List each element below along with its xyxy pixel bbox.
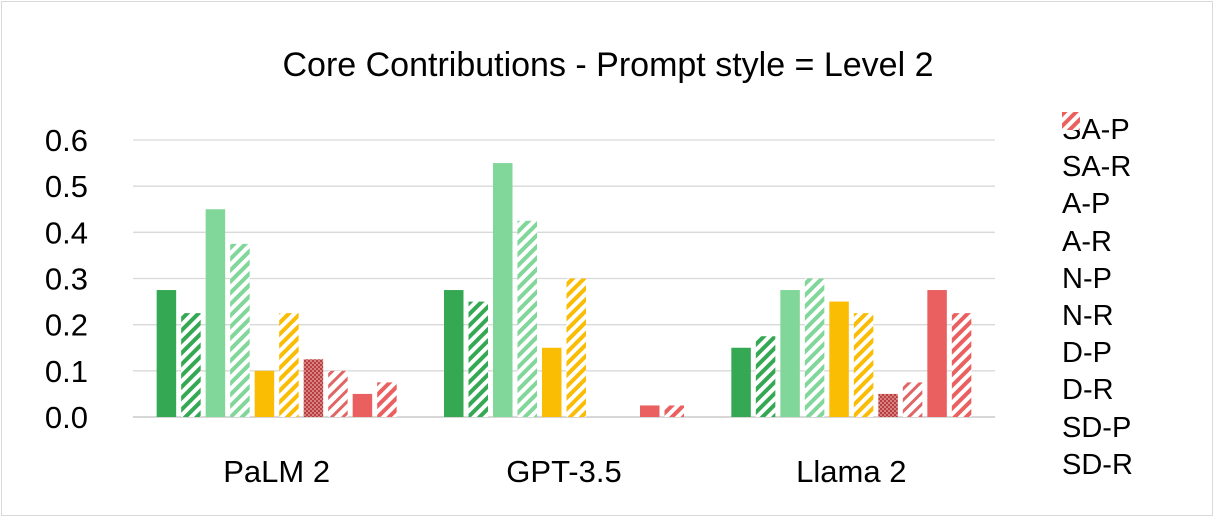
legend-label: D-P — [1062, 337, 1112, 370]
chart-title: Core Contributions - Prompt style = Leve… — [282, 46, 933, 84]
bar-n-r-gpt-3-5 — [566, 278, 586, 417]
legend-label: N-P — [1062, 262, 1112, 295]
bar-n-r-palm-2 — [279, 313, 299, 417]
bar-d-p-palm-2 — [303, 359, 324, 417]
bar-d-r-llama-2 — [902, 382, 923, 417]
bar-sa-p-gpt-3-5 — [444, 290, 464, 417]
y-tick-label: 0.0 — [45, 400, 88, 435]
y-tick-label: 0.4 — [45, 215, 88, 250]
bar-a-r-llama-2 — [804, 278, 825, 417]
bar-sd-p-palm-2 — [352, 393, 373, 417]
legend-label: SA-R — [1062, 151, 1132, 184]
legend-label: SD-R — [1062, 448, 1133, 481]
bar-sd-r-palm-2 — [377, 382, 397, 417]
bar-n-r-llama-2 — [853, 313, 874, 417]
legend-item-sa-r: SA-R — [1062, 112, 1212, 186]
bar-a-r-gpt-3-5 — [517, 220, 537, 417]
legend-item-a-p: A-P — [1062, 112, 1212, 223]
bar-sd-r-gpt-3-5 — [664, 405, 684, 417]
bar-sd-r-llama-2 — [951, 313, 972, 417]
bar-a-r-palm-2 — [230, 243, 250, 417]
bars — [156, 163, 972, 417]
x-axis-ticks: PaLM 2 GPT-3.5 Llama 2 — [223, 454, 906, 489]
bar-sa-p-palm-2 — [156, 290, 177, 417]
bar-sa-p-llama-2 — [731, 347, 751, 417]
y-tick-label: 0.5 — [45, 169, 88, 204]
legend-swatch — [1062, 112, 1080, 130]
legend-label: A-R — [1062, 225, 1112, 258]
x-tick-label: GPT-3.5 — [506, 454, 621, 489]
legend-label: N-R — [1062, 300, 1114, 333]
legend-item-sa-p: SA-P — [1062, 112, 1212, 149]
bar-sa-r-gpt-3-5 — [468, 301, 488, 417]
legend-label: A-P — [1062, 188, 1111, 221]
bar-sd-p-gpt-3-5 — [640, 405, 660, 417]
legend-item-sd-p: SD-P — [1062, 112, 1212, 447]
legend-label: SD-P — [1062, 411, 1132, 444]
bar-a-p-gpt-3-5 — [493, 163, 513, 417]
y-tick-label: 0.1 — [45, 354, 88, 389]
y-tick-label: 0.2 — [45, 308, 88, 343]
y-tick-label: 0.6 — [45, 123, 88, 158]
bar-d-r-palm-2 — [328, 370, 348, 417]
legend-item-d-r: D-R — [1062, 112, 1212, 409]
legend-label: D-R — [1062, 374, 1114, 407]
bar-sd-p-llama-2 — [927, 290, 947, 417]
bar-sa-r-llama-2 — [755, 336, 776, 417]
bar-n-p-gpt-3-5 — [542, 347, 562, 417]
y-tick-label: 0.3 — [45, 262, 88, 297]
x-tick-label: PaLM 2 — [223, 454, 330, 489]
bar-n-p-llama-2 — [829, 301, 849, 417]
y-axis-ticks: 0.0 0.1 0.2 0.3 0.4 0.5 0.6 — [45, 123, 88, 435]
legend-item-a-r: A-R — [1062, 112, 1212, 261]
x-tick-label: Llama 2 — [796, 454, 906, 489]
bar-n-p-palm-2 — [254, 370, 275, 417]
legend-item-d-p: D-P — [1062, 112, 1212, 372]
bar-sa-r-palm-2 — [181, 313, 201, 417]
legend: SA-P SA-R A-P A-R N-P N-R D-P D-R SD-P SD-R — [1062, 112, 1212, 484]
bar-d-p-llama-2 — [878, 393, 898, 417]
bar-a-p-palm-2 — [205, 209, 226, 417]
gridlines — [133, 139, 995, 418]
legend-item-n-r: N-R — [1062, 112, 1212, 335]
legend-item-n-p: N-P — [1062, 112, 1212, 298]
legend-item-sd-r: SD-R — [1062, 112, 1212, 484]
bar-a-p-llama-2 — [780, 290, 800, 417]
